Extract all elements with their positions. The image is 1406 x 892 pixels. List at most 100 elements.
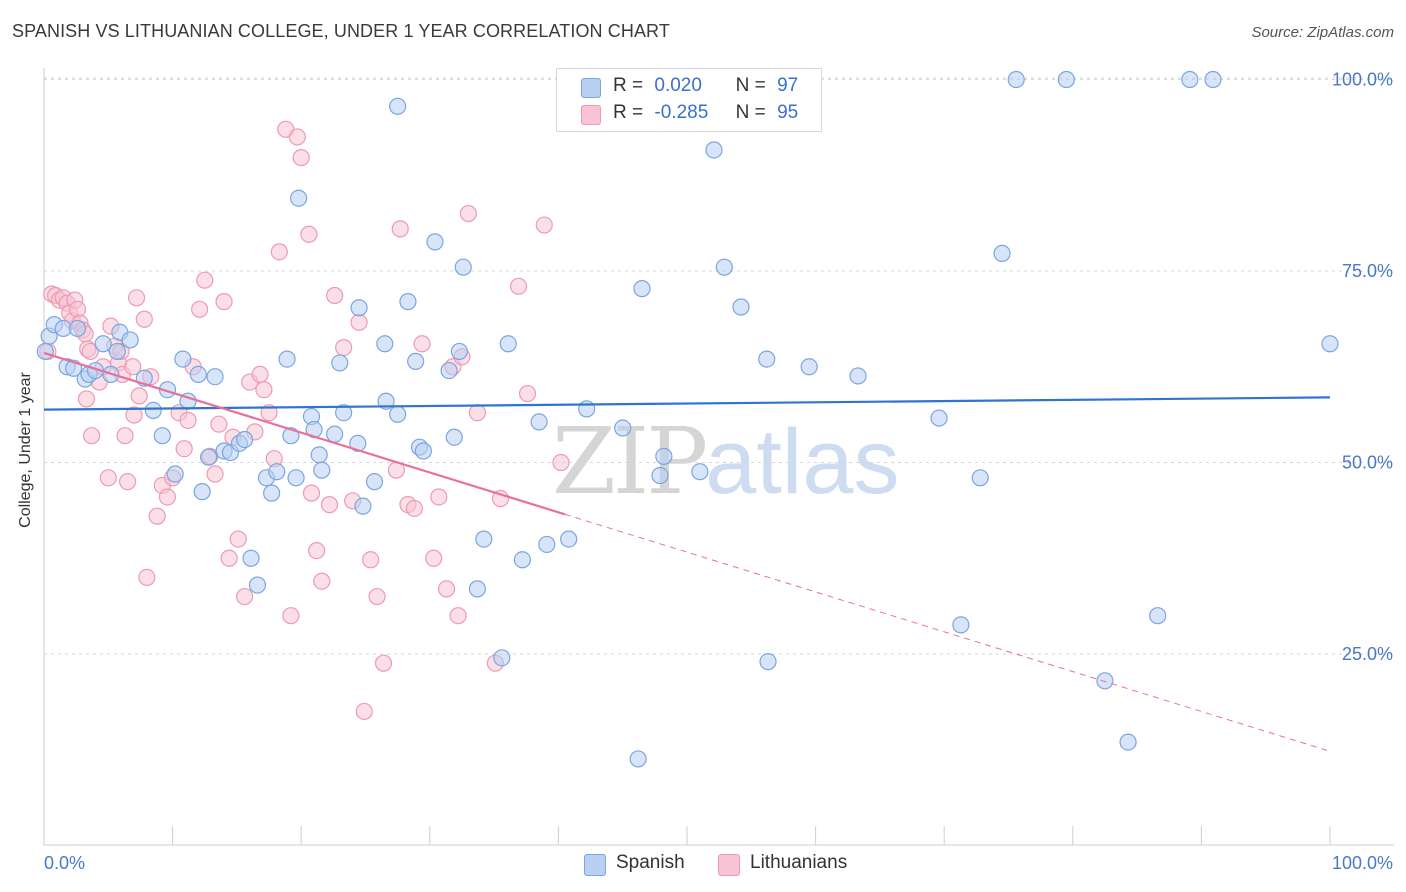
spanish-point[interactable] [629,750,647,768]
spanish-point[interactable] [758,350,776,368]
spanish-point[interactable] [236,430,254,449]
lithuanians-point[interactable] [391,220,409,238]
lithuanians-point[interactable] [210,415,228,433]
spanish-point[interactable] [538,535,556,554]
lithuanians-point[interactable] [355,702,373,721]
spanish-point[interactable] [952,616,970,634]
spanish-point[interactable] [263,484,281,502]
spanish-point[interactable] [278,350,296,368]
spanish-point[interactable] [468,580,486,598]
lithuanians-point[interactable] [449,607,467,625]
lithuanians-point[interactable] [158,488,177,506]
spanish-point[interactable] [389,97,407,115]
spanish-point[interactable] [407,352,425,370]
lithuanians-point[interactable] [124,358,142,376]
lithuanians-point[interactable] [175,440,193,458]
spanish-point[interactable] [560,530,578,548]
lithuanians-point[interactable] [229,530,247,548]
lithuanians-point[interactable] [236,587,254,606]
lithuanians-point[interactable] [270,243,288,261]
spanish-point[interactable] [174,350,192,368]
spanish-point[interactable] [475,530,493,548]
spanish-point[interactable] [759,653,777,671]
spanish-point[interactable] [513,551,531,569]
lithuanians-point[interactable] [127,289,146,307]
spanish-point[interactable] [414,442,432,460]
lithuanians-point[interactable] [196,271,214,289]
spanish-point[interactable] [108,342,126,361]
lithuanians-point[interactable] [313,572,331,590]
lithuanians-point[interactable] [116,427,134,445]
spanish-point[interactable] [389,405,407,423]
lithuanians-point[interactable] [148,507,166,525]
spanish-point[interactable] [499,335,517,353]
lithuanians-point[interactable] [335,339,353,357]
lithuanians-point[interactable] [292,149,310,167]
lithuanians-point[interactable] [405,499,423,518]
spanish-point[interactable] [454,258,472,276]
spanish-point[interactable] [445,428,463,446]
lithuanians-point[interactable] [459,204,477,223]
spanish-point[interactable] [1204,70,1222,89]
spanish-point[interactable] [930,409,948,427]
spanish-point[interactable] [376,335,394,353]
spanish-point[interactable] [614,419,632,437]
lithuanians-point[interactable] [135,310,153,328]
spanish-point[interactable] [268,463,286,481]
lithuanians-point[interactable] [99,469,117,487]
lithuanians-point[interactable] [191,300,209,318]
spanish-point[interactable] [248,576,267,594]
lithuanians-point[interactable] [260,404,278,422]
lithuanians-point[interactable] [206,465,224,483]
lithuanians-point[interactable] [308,541,326,560]
spanish-point[interactable] [326,425,344,443]
spanish-point[interactable] [493,649,511,667]
lithuanians-point[interactable] [118,473,137,491]
spanish-point[interactable] [354,497,372,515]
spanish-point[interactable] [1057,70,1075,89]
lithuanians-point[interactable] [509,277,528,295]
spanish-point[interactable] [655,447,673,465]
lithuanians-point[interactable] [468,404,486,422]
lithuanians-point[interactable] [302,484,321,502]
lithuanians-point[interactable] [255,381,273,399]
spanish-point[interactable] [365,473,384,491]
lithuanians-point[interactable] [82,427,101,445]
lithuanians-point[interactable] [374,654,393,672]
lithuanians-point[interactable] [215,293,233,311]
spanish-point[interactable] [578,400,596,418]
spanish-point[interactable] [189,365,207,384]
lithuanians-point[interactable] [535,216,553,234]
lithuanians-point[interactable] [320,496,339,514]
spanish-point[interactable] [68,319,87,338]
spanish-point[interactable] [121,331,139,349]
spanish-point[interactable] [1096,672,1114,690]
spanish-point[interactable] [1119,733,1137,751]
spanish-point[interactable] [287,469,305,487]
lithuanians-point[interactable] [350,313,368,331]
spanish-point[interactable] [800,358,818,376]
lithuanians-point[interactable] [413,335,431,353]
spanish-point[interactable] [440,361,458,380]
spanish-point[interactable] [144,401,162,420]
spanish-point[interactable] [200,448,218,466]
spanish-point[interactable] [971,469,989,487]
lithuanians-point[interactable] [518,384,537,403]
lithuanians-point[interactable] [138,568,156,587]
lithuanians-point[interactable] [326,286,344,305]
spanish-point[interactable] [377,392,395,410]
lithuanians-point[interactable] [77,390,96,408]
spanish-point[interactable] [732,298,750,316]
lithuanians-point[interactable] [125,406,143,424]
spanish-point[interactable] [691,463,709,481]
spanish-point[interactable] [633,280,651,298]
spanish-point[interactable] [350,299,368,317]
lithuanians-point[interactable] [300,225,318,243]
lithuanians-point[interactable] [368,587,386,606]
spanish-point[interactable] [715,258,733,276]
lithuanians-point[interactable] [130,387,148,405]
spanish-point[interactable] [310,446,328,464]
spanish-point[interactable] [651,466,669,485]
spanish-point[interactable] [153,427,171,445]
lithuanians-point[interactable] [179,411,197,429]
